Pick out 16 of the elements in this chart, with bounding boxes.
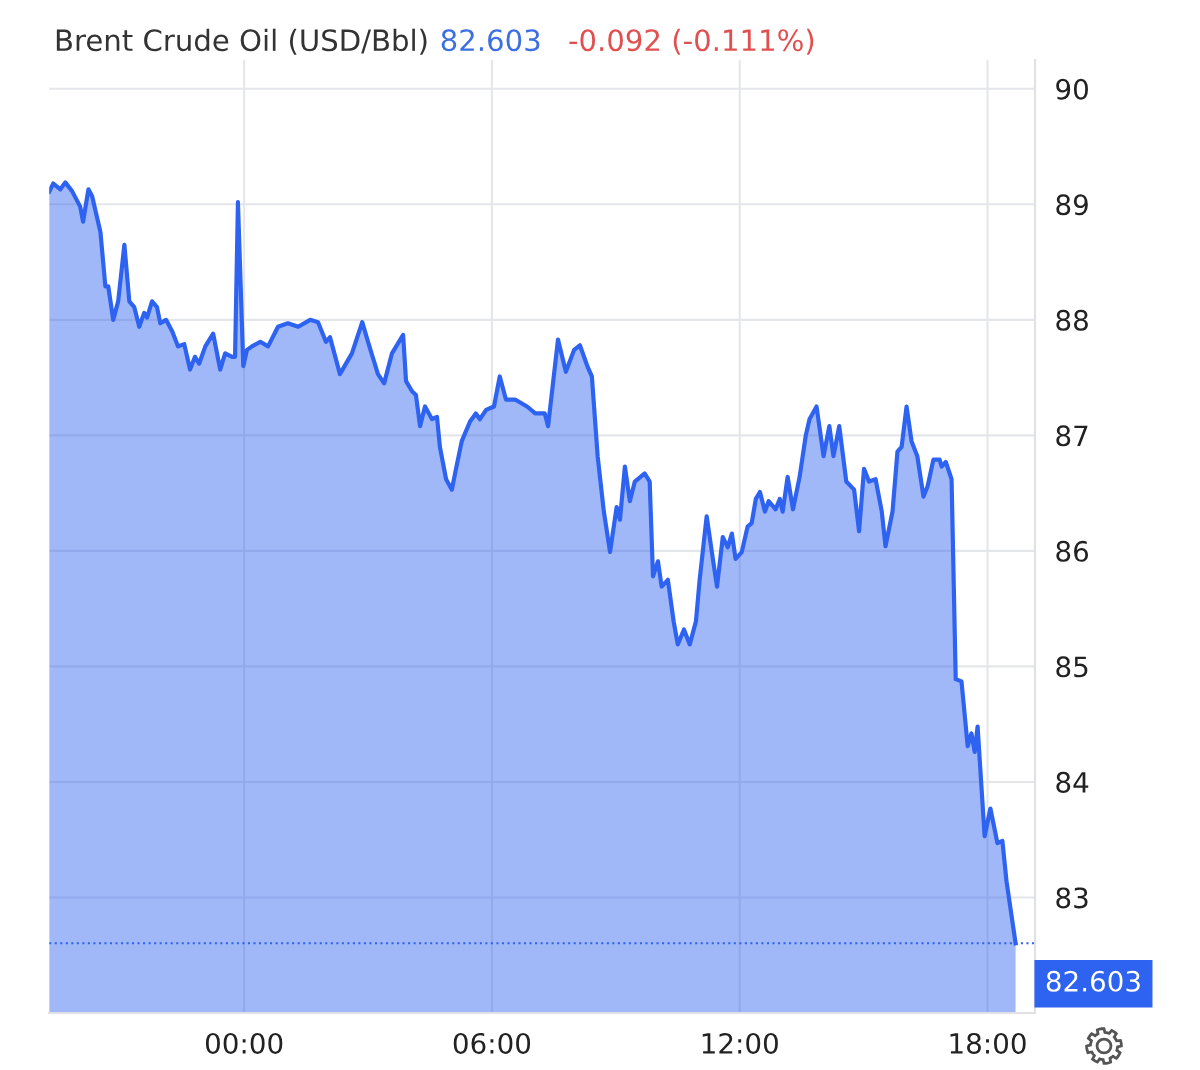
ref-line-label: 82.603 [1046, 970, 1140, 992]
y-tick-label: 86 [1056, 540, 1089, 562]
chart-title: Brent Crude Oil (USD/Bbl) [56, 28, 427, 55]
y-tick-label: 84 [1056, 771, 1089, 793]
text: -0.092 (-0.111%) [569, 28, 814, 55]
x-tick-label: 06:00 [453, 1032, 531, 1054]
x-tick-label: 12:00 [702, 1032, 778, 1054]
y-tick-label: 90 [1056, 78, 1088, 100]
x-tick-label: 00:00 [205, 1032, 283, 1054]
y-tick-label: 88 [1056, 309, 1088, 331]
x-tick-label: 18:00 [950, 1032, 1026, 1054]
text: 82.603 [441, 29, 540, 52]
y-tick-label: 83 [1056, 887, 1088, 909]
y-tick-label: 87 [1056, 425, 1088, 447]
y-tick-label: 85 [1056, 656, 1088, 678]
y-tick-label: 89 [1056, 194, 1088, 216]
